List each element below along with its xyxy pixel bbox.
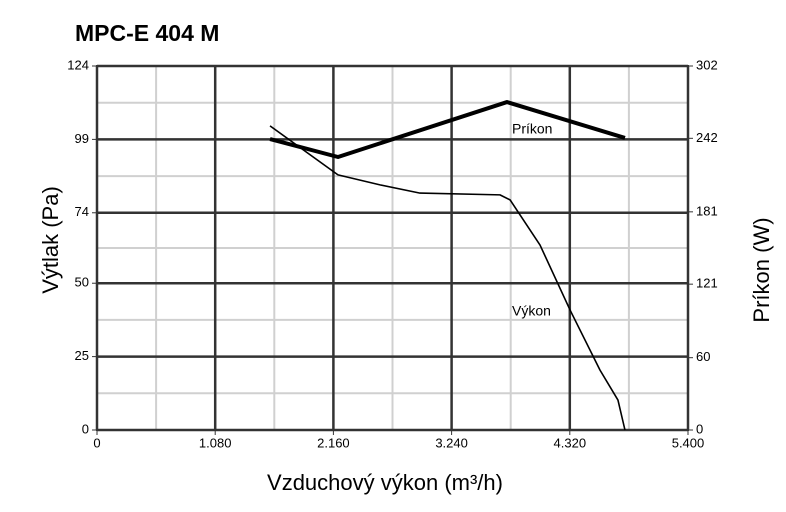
x-tick-label: 0 — [93, 435, 100, 450]
data-line — [269, 100, 626, 159]
y2-tick-label: 60 — [696, 349, 710, 364]
y-tick-label: 25 — [75, 348, 89, 363]
y2-tick-label: 181 — [696, 203, 718, 218]
y2-axis-label: Príkon (W) — [749, 217, 774, 322]
x-tick-label: 5.400 — [672, 435, 705, 450]
x-axis-label: Vzduchový výkon (m³/h) — [267, 470, 503, 495]
y2-tick-label: 242 — [696, 130, 718, 145]
y2-tick-label: 302 — [696, 57, 718, 72]
x-tick-label: 4.320 — [554, 435, 587, 450]
plot-frame — [96, 65, 689, 431]
y-tick-label: 124 — [67, 57, 89, 72]
x-tick-label: 1.080 — [199, 435, 232, 450]
series-label: Výkon — [512, 303, 551, 319]
x-tick-label: 2.160 — [317, 435, 350, 450]
chart-title: MPC-E 404 M — [75, 20, 219, 46]
y-tick-label: 99 — [75, 131, 89, 146]
y2-tick-label: 0 — [696, 421, 703, 436]
y-tick-label: 0 — [82, 421, 89, 436]
y-tick-label: 50 — [75, 275, 89, 290]
y2-tick-label: 121 — [696, 276, 718, 291]
y-axis-label: Výtlak (Pa) — [38, 186, 63, 294]
data-line — [269, 125, 626, 431]
y-tick-label: 74 — [75, 204, 89, 219]
series-label: Príkon — [512, 121, 552, 137]
x-tick-label: 3.240 — [435, 435, 468, 450]
